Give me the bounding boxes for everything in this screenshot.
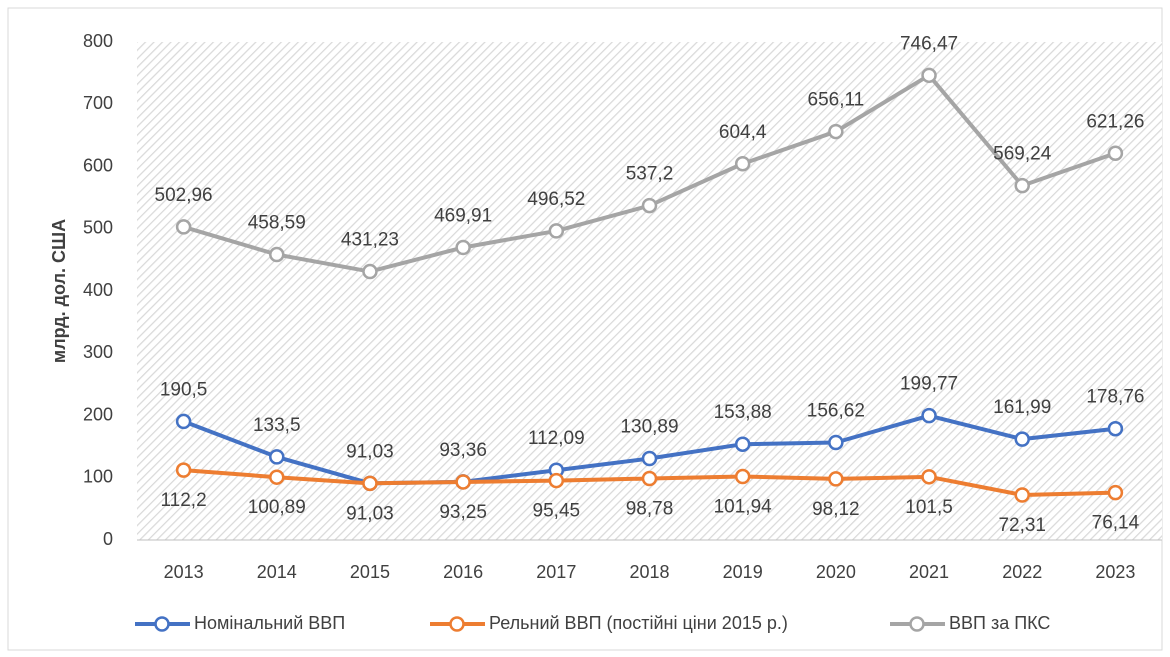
x-tick-label: 2023 xyxy=(1095,562,1135,582)
data-point xyxy=(641,450,658,467)
data-label: 133,5 xyxy=(253,415,301,436)
y-tick-label: 200 xyxy=(83,404,113,424)
data-point xyxy=(1107,420,1124,437)
data-point xyxy=(362,475,378,492)
data-point xyxy=(1014,431,1030,447)
legend-marker xyxy=(449,616,465,632)
data-point xyxy=(641,197,658,214)
data-label: 199,77 xyxy=(900,374,958,395)
y-tick-label: 0 xyxy=(103,529,113,549)
legend-label: Рельний ВВП (постійні ціни 2015 р.) xyxy=(489,613,788,633)
data-point xyxy=(175,462,192,478)
data-point xyxy=(548,223,565,239)
data-point xyxy=(828,434,844,451)
data-point xyxy=(548,472,565,489)
data-label: 93,36 xyxy=(439,440,487,461)
data-label: 569,24 xyxy=(993,144,1052,165)
data-point xyxy=(269,449,285,465)
data-point xyxy=(175,413,192,430)
y-tick-label: 600 xyxy=(83,155,113,175)
x-tick-label: 2018 xyxy=(629,562,669,582)
data-point xyxy=(1107,145,1124,162)
data-label: 100,89 xyxy=(248,497,306,518)
data-label: 746,47 xyxy=(900,33,958,54)
data-label: 93,25 xyxy=(439,502,487,523)
x-tick-label: 2020 xyxy=(816,562,856,582)
data-point xyxy=(269,469,285,485)
data-label: 469,91 xyxy=(434,205,492,226)
data-label: 656,11 xyxy=(808,90,865,111)
x-tick-label: 2021 xyxy=(909,562,949,582)
data-label: 537,2 xyxy=(626,164,674,185)
data-point xyxy=(175,219,192,235)
data-point xyxy=(1014,177,1030,194)
data-point xyxy=(734,468,751,485)
data-point xyxy=(641,470,658,487)
data-label: 91,03 xyxy=(346,503,394,524)
data-point xyxy=(828,471,844,487)
data-label: 112,09 xyxy=(528,428,585,449)
data-point xyxy=(734,436,751,452)
data-point xyxy=(828,123,844,140)
data-point xyxy=(921,67,937,84)
data-label: 101,5 xyxy=(905,497,953,518)
data-label: 502,96 xyxy=(155,185,213,206)
y-tick-label: 300 xyxy=(83,342,113,362)
x-tick-label: 2017 xyxy=(536,562,576,582)
y-tick-label: 700 xyxy=(83,93,113,113)
data-point xyxy=(921,469,937,485)
data-point xyxy=(734,156,751,172)
x-tick-label: 2015 xyxy=(350,562,390,582)
data-label: 95,45 xyxy=(533,501,581,522)
data-point xyxy=(362,263,378,280)
data-label: 101,94 xyxy=(714,497,773,518)
data-label: 156,62 xyxy=(807,401,865,422)
data-label: 161,99 xyxy=(993,397,1051,418)
data-label: 458,59 xyxy=(248,213,306,234)
legend-marker xyxy=(909,616,925,632)
legend-marker xyxy=(154,616,170,632)
y-axis-label: млрд. дол. США xyxy=(49,219,69,363)
y-tick-label: 100 xyxy=(83,467,113,487)
data-label: 91,03 xyxy=(346,441,394,462)
data-label: 178,76 xyxy=(1086,387,1144,408)
x-tick-label: 2019 xyxy=(723,562,763,582)
data-label: 604,4 xyxy=(719,122,767,143)
data-label: 72,31 xyxy=(998,515,1046,536)
data-label: 76,14 xyxy=(1092,513,1140,534)
data-label: 112,2 xyxy=(161,490,207,511)
data-point xyxy=(269,246,285,263)
data-label: 496,52 xyxy=(527,189,585,210)
data-label: 130,89 xyxy=(620,417,678,438)
x-tick-label: 2022 xyxy=(1002,562,1042,582)
data-label: 190,5 xyxy=(160,379,208,400)
data-point xyxy=(455,474,471,490)
data-point xyxy=(455,239,471,256)
data-label: 98,78 xyxy=(626,499,674,520)
legend-label: Номінальний ВВП xyxy=(194,613,345,633)
y-tick-label: 800 xyxy=(83,31,113,51)
y-tick-label: 400 xyxy=(83,280,113,300)
x-tick-label: 2016 xyxy=(443,562,483,582)
data-label: 621,26 xyxy=(1086,111,1144,132)
x-tick-label: 2014 xyxy=(257,562,297,582)
y-tick-label: 500 xyxy=(83,218,113,238)
legend-label: ВВП за ПКС xyxy=(949,613,1050,633)
data-point xyxy=(1107,484,1124,501)
data-label: 153,88 xyxy=(714,402,772,423)
data-label: 98,12 xyxy=(812,499,860,520)
data-label: 431,23 xyxy=(341,230,399,251)
x-tick-label: 2013 xyxy=(164,562,204,582)
data-point xyxy=(1014,487,1030,503)
data-point xyxy=(921,407,937,424)
